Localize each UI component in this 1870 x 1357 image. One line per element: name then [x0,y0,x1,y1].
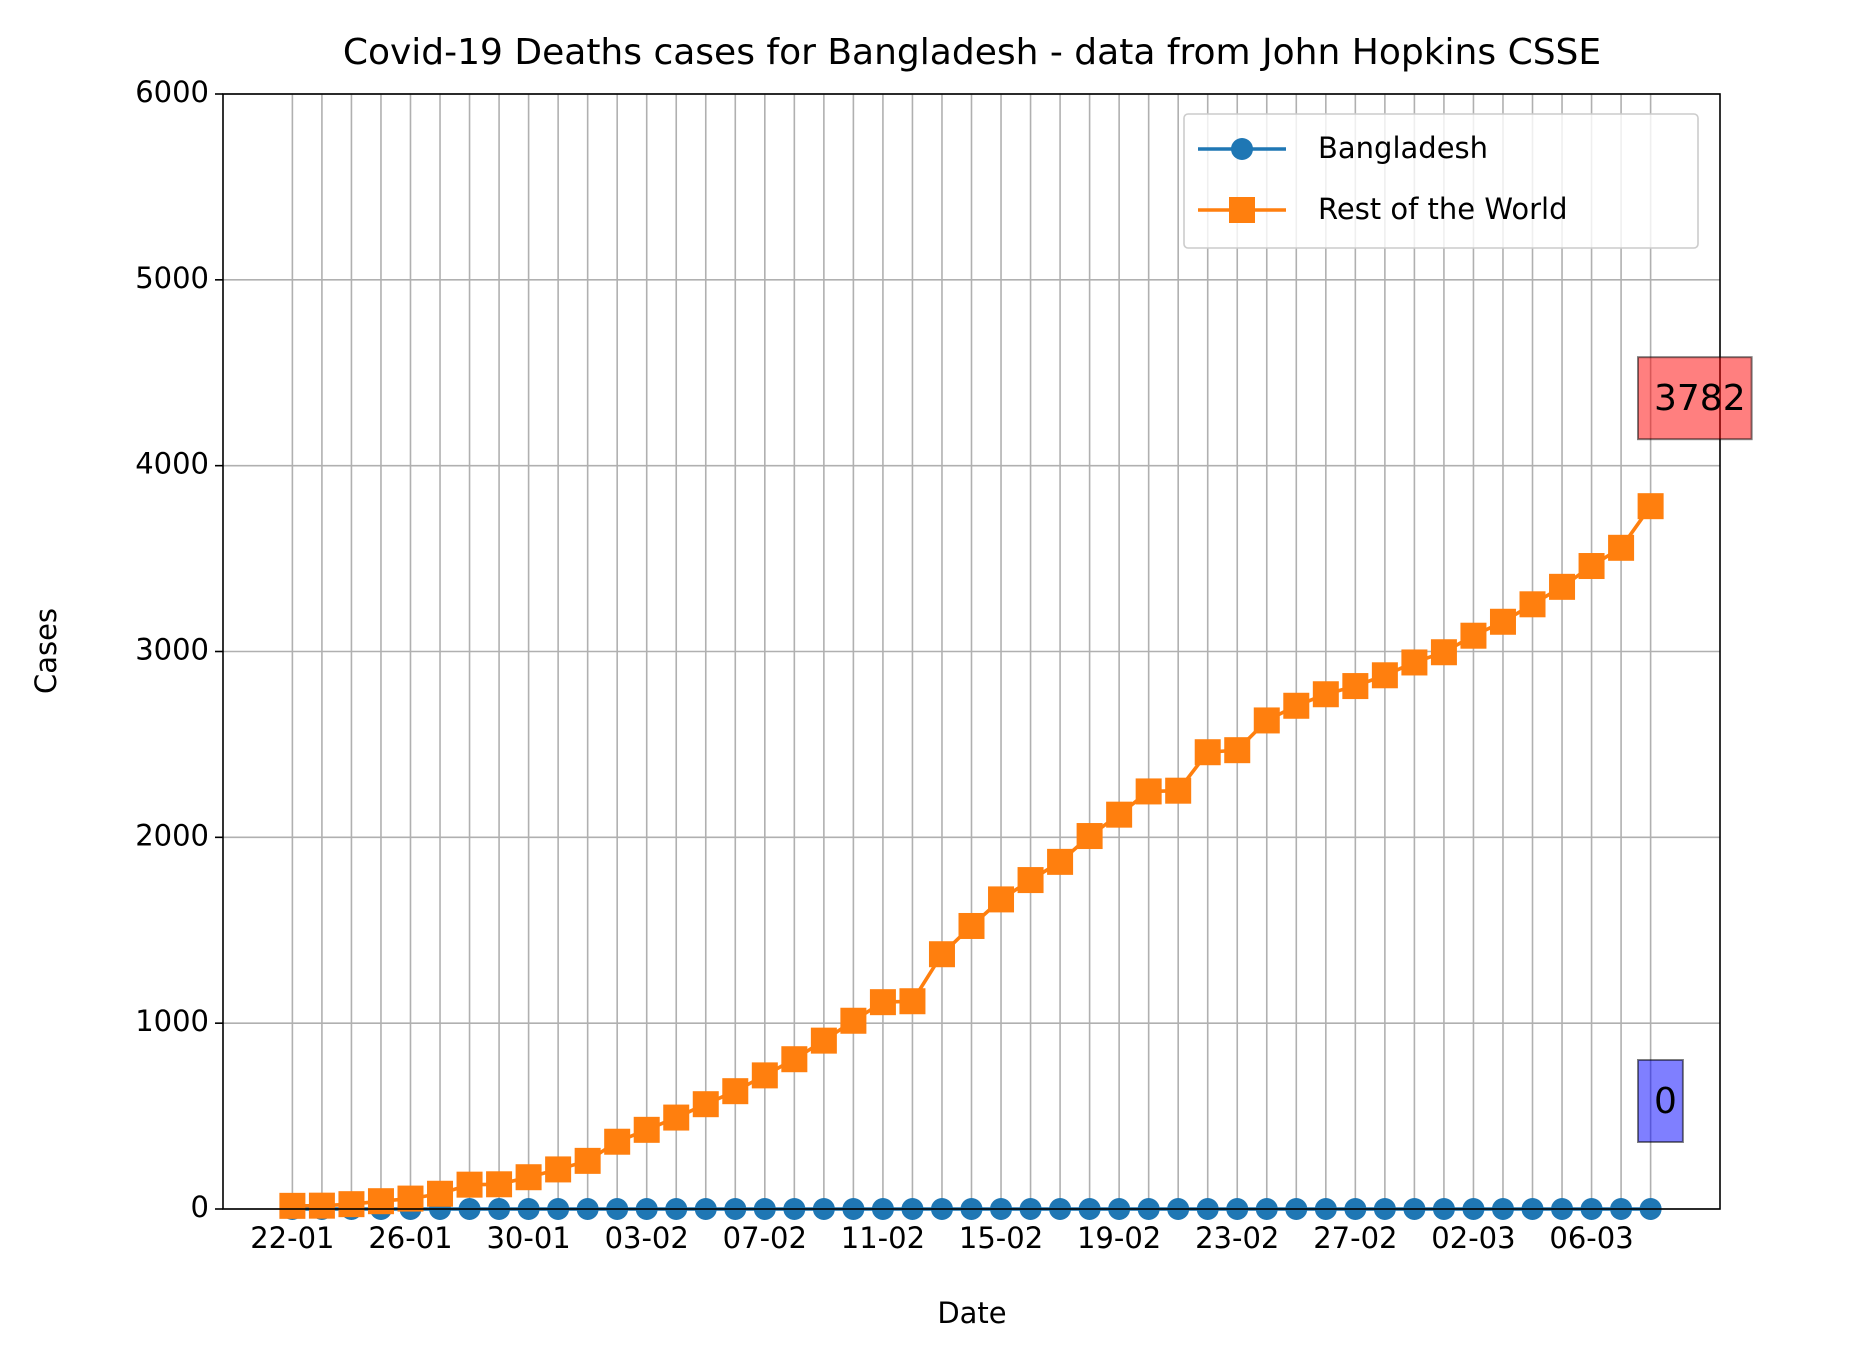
marker [1460,622,1487,649]
marker [427,1180,454,1207]
y-tick-label: 4000 [135,447,209,481]
marker [692,1091,719,1118]
marker [1106,801,1133,828]
x-tick-label: 11-02 [841,1221,925,1255]
marker [1342,673,1369,700]
marker [1135,778,1162,805]
marker [928,941,955,968]
value-label: 0 [1654,1081,1677,1122]
marker [279,1192,306,1219]
x-tick-label: 02-03 [1431,1221,1515,1255]
x-tick-label: 07-02 [723,1221,807,1255]
x-axis-label: Date [937,1296,1006,1330]
marker [1430,639,1457,666]
marker [988,886,1015,913]
marker [1312,681,1339,708]
y-axis-label: Cases [29,608,63,694]
legend-label: Bangladesh [1318,131,1488,165]
marker [663,1104,690,1131]
marker [899,988,926,1015]
marker [1549,573,1576,600]
marker [1371,662,1398,689]
y-tick-label: 3000 [135,633,209,667]
marker [751,1062,778,1089]
x-tick-label: 22-01 [250,1221,334,1255]
legend-marker [1231,138,1253,160]
x-tick-label: 26-01 [368,1221,452,1255]
marker [1578,553,1605,580]
marker [1017,867,1044,894]
marker [1608,534,1635,561]
x-tick-label: 06-03 [1549,1221,1633,1255]
x-tick-label: 19-02 [1077,1221,1161,1255]
marker [338,1191,365,1218]
marker [1519,591,1546,618]
marker [1489,608,1516,635]
y-tick-label: 0 [191,1190,209,1224]
x-tick-label: 23-02 [1195,1221,1279,1255]
marker [545,1156,572,1183]
legend-label: Rest of the World [1318,192,1567,226]
marker [604,1128,631,1155]
x-tick-label: 03-02 [605,1221,689,1255]
marker [840,1007,867,1034]
marker [308,1192,335,1219]
x-tick-label: 30-01 [486,1221,570,1255]
marker [574,1147,601,1174]
marker [1194,739,1221,766]
marker [1637,493,1664,520]
marker [1401,649,1428,676]
plot-frame [222,93,1721,1210]
marker [810,1027,837,1054]
legend-box [1183,113,1699,249]
marker [1076,823,1103,850]
marker [1165,777,1192,804]
y-tick-label: 2000 [135,818,209,852]
x-tick-label: 27-02 [1313,1221,1397,1255]
marker [486,1171,513,1198]
x-tick-label: 15-02 [959,1221,1043,1255]
chart-title: Covid-19 Deaths cases for Bangladesh - d… [343,32,1601,73]
marker [1283,692,1310,719]
marker [397,1185,424,1212]
y-tick-label: 6000 [135,75,209,109]
marker [515,1164,542,1191]
series [279,493,1664,1219]
legend-marker [1229,197,1255,223]
value-label: 3782 [1654,378,1746,419]
value-label-box [1637,356,1753,441]
marker [367,1188,394,1215]
legend: Bangladesh Rest of the World [1183,113,1699,249]
marker [456,1171,483,1198]
marker [633,1116,660,1143]
value-label-box [1637,1059,1684,1143]
marker [1224,737,1251,764]
y-tick-label: 1000 [135,1004,209,1038]
y-tick-label: 5000 [135,261,209,295]
marker [781,1046,808,1073]
marker [958,912,985,939]
marker [869,989,896,1016]
marker [722,1078,749,1105]
marker [1047,848,1074,875]
marker [1253,707,1280,734]
